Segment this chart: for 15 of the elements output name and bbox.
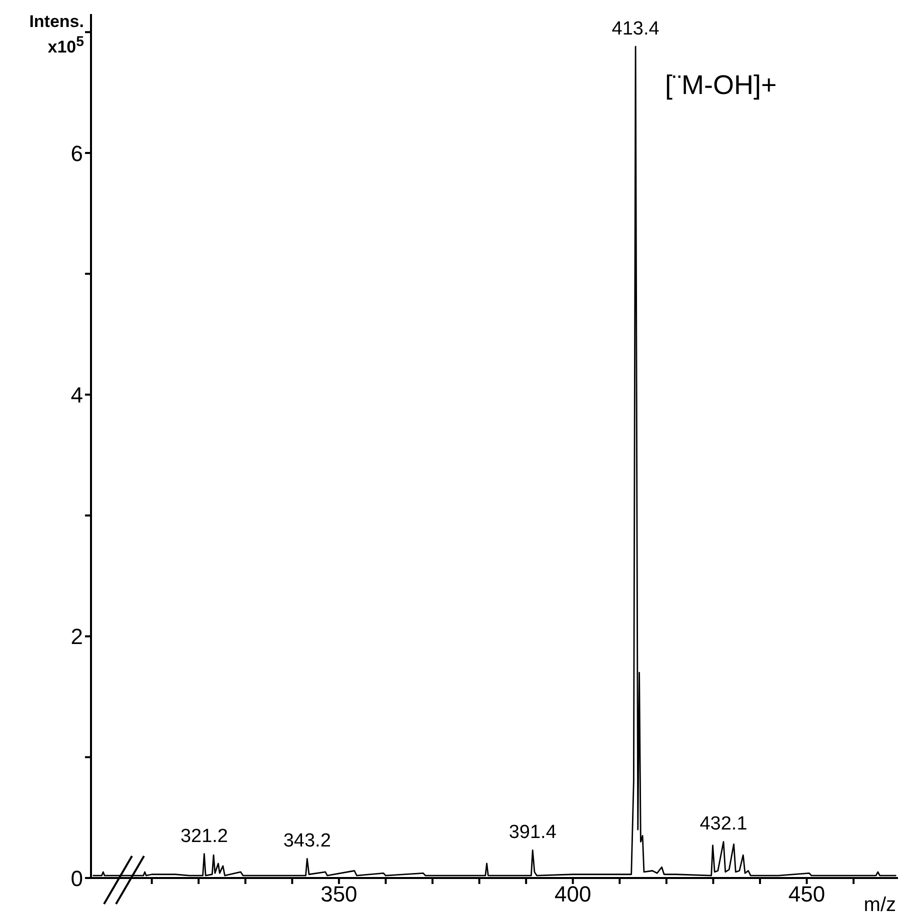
annotation: 432.1 [700,814,748,835]
x-tick-label: 400 [554,882,592,907]
annotation: 321.2 [180,826,228,847]
x-tick-label: 350 [320,882,358,907]
y-tick-label: 4 [70,382,83,408]
x-axis-title: m/z [864,894,896,916]
y-tick-label: 2 [70,624,83,650]
y-tick-label: 0 [70,866,83,891]
annotation: 343.2 [283,830,331,852]
x-tick-label: 450 [788,882,826,907]
y-axis-title: Intens. x10$^{5}$ [28,12,84,58]
annotation: 413.4 [612,18,660,40]
annotation: [¨M-OH]+ [665,70,777,101]
annotation: 391.4 [508,822,557,844]
y-tick-label: 6 [70,140,83,166]
